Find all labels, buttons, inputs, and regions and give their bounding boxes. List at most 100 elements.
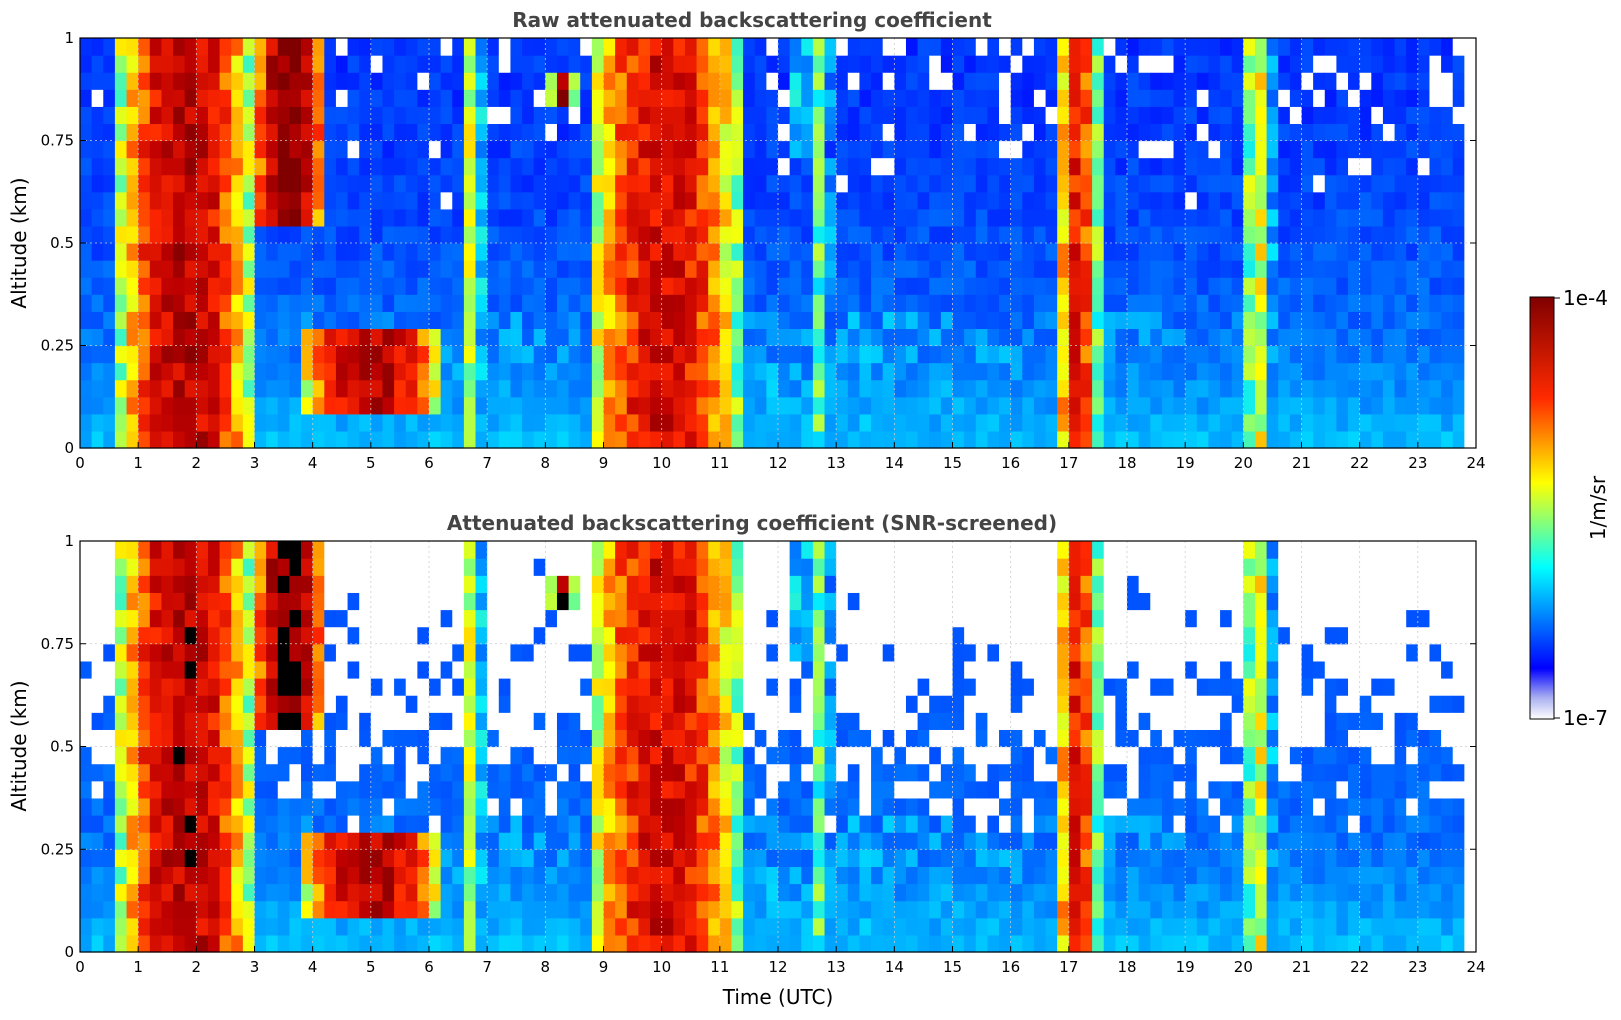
heatmap-cell bbox=[149, 413, 163, 432]
heatmap-cell bbox=[859, 55, 872, 73]
heatmap-cell bbox=[917, 746, 930, 765]
heatmap-cell bbox=[382, 780, 395, 799]
heatmap-cell bbox=[580, 575, 593, 593]
heatmap-cell bbox=[1068, 362, 1082, 381]
heatmap-cell bbox=[1022, 106, 1035, 125]
heatmap-cell bbox=[940, 208, 954, 227]
heatmap-cell bbox=[1417, 89, 1431, 107]
heatmap-cell bbox=[207, 746, 221, 765]
heatmap-cell bbox=[1022, 294, 1035, 312]
heatmap-cell bbox=[1371, 260, 1384, 278]
heatmap-cell bbox=[1324, 140, 1337, 159]
heatmap-cell bbox=[650, 832, 663, 850]
heatmap-cell bbox=[719, 609, 733, 628]
heatmap-cell bbox=[1196, 174, 1210, 193]
heatmap-cell bbox=[1092, 208, 1105, 227]
heatmap-cell bbox=[1371, 430, 1384, 449]
heatmap-cell bbox=[1278, 225, 1291, 244]
heatmap-cell bbox=[91, 345, 104, 364]
heatmap-cell bbox=[1092, 379, 1105, 398]
heatmap-cell bbox=[975, 797, 988, 816]
heatmap-cell bbox=[696, 797, 709, 816]
heatmap-cell bbox=[126, 123, 139, 142]
heatmap-cell bbox=[277, 934, 290, 953]
heatmap-cell bbox=[975, 626, 988, 645]
heatmap-cell bbox=[591, 626, 605, 645]
heatmap-cell bbox=[347, 396, 360, 415]
heatmap-cell bbox=[173, 832, 186, 850]
heatmap-cell bbox=[731, 849, 744, 867]
heatmap-cell bbox=[615, 815, 628, 833]
heatmap-cell bbox=[743, 430, 756, 449]
heatmap-cell bbox=[905, 849, 919, 867]
heatmap-cell bbox=[487, 174, 500, 193]
heatmap-cell bbox=[126, 866, 139, 885]
heatmap-cell bbox=[964, 345, 977, 364]
heatmap-cell bbox=[475, 815, 488, 833]
heatmap-cell bbox=[859, 917, 872, 936]
heatmap-cell bbox=[1336, 225, 1349, 244]
heatmap-cell bbox=[533, 900, 546, 919]
heatmap-cell bbox=[487, 208, 500, 227]
heatmap-cell bbox=[440, 311, 453, 330]
heatmap-cell bbox=[394, 123, 407, 142]
heatmap-cell bbox=[138, 592, 151, 611]
heatmap-cell bbox=[1103, 328, 1116, 347]
heatmap-cell bbox=[731, 89, 744, 107]
x-tick-label: 6 bbox=[424, 454, 434, 472]
heatmap-cell bbox=[1057, 260, 1070, 278]
heatmap-cell bbox=[417, 362, 430, 381]
heatmap-cell bbox=[114, 746, 128, 765]
heatmap-cell bbox=[650, 243, 663, 261]
heatmap-cell bbox=[626, 106, 639, 125]
heatmap-cell bbox=[359, 140, 372, 159]
heatmap-cell bbox=[289, 106, 302, 125]
heatmap-cell bbox=[1429, 294, 1442, 312]
heatmap-cell bbox=[1313, 191, 1326, 210]
heatmap-cell bbox=[1103, 191, 1116, 210]
heatmap-cell bbox=[463, 123, 477, 142]
heatmap-cell bbox=[173, 157, 186, 176]
heatmap-cell bbox=[184, 678, 197, 696]
heatmap-cell bbox=[1324, 277, 1337, 295]
heatmap-cell bbox=[801, 849, 814, 867]
heatmap-cell bbox=[103, 260, 116, 278]
heatmap-cell bbox=[1033, 626, 1047, 645]
heatmap-cell bbox=[1010, 609, 1023, 628]
heatmap-cell bbox=[429, 208, 442, 227]
heatmap-cell bbox=[871, 379, 884, 398]
heatmap-cell bbox=[219, 780, 232, 799]
heatmap-cell bbox=[394, 883, 407, 902]
heatmap-cell bbox=[696, 413, 709, 432]
heatmap-cell bbox=[80, 140, 93, 159]
heatmap-cell bbox=[1208, 345, 1221, 364]
heatmap-cell bbox=[1150, 140, 1163, 159]
heatmap-cell bbox=[463, 934, 477, 953]
heatmap-cell bbox=[859, 140, 872, 159]
heatmap-cell bbox=[696, 89, 709, 107]
heatmap-cell bbox=[522, 413, 535, 432]
heatmap-cell bbox=[184, 362, 197, 381]
heatmap-cell bbox=[1464, 174, 1477, 193]
heatmap-cell bbox=[242, 345, 256, 364]
heatmap-cell bbox=[975, 558, 988, 576]
heatmap-cell bbox=[568, 934, 581, 953]
heatmap-cell bbox=[173, 541, 186, 559]
heatmap-cell bbox=[452, 917, 465, 936]
heatmap-cell bbox=[1208, 413, 1221, 432]
heatmap-cell bbox=[580, 729, 593, 748]
heatmap-cell bbox=[940, 883, 954, 902]
heatmap-cell bbox=[405, 609, 418, 628]
heatmap-cell bbox=[440, 729, 453, 748]
heatmap-cell bbox=[1161, 379, 1175, 398]
heatmap-cell bbox=[1208, 89, 1221, 107]
heatmap-cell bbox=[475, 917, 488, 936]
heatmap-cell bbox=[766, 277, 779, 295]
heatmap-cell bbox=[173, 89, 186, 107]
heatmap-cell bbox=[1289, 396, 1303, 415]
heatmap-cell bbox=[684, 123, 698, 142]
heatmap-cell bbox=[754, 917, 767, 936]
heatmap-cell bbox=[801, 72, 814, 90]
heatmap-cell bbox=[743, 626, 756, 645]
heatmap-cell bbox=[254, 379, 267, 398]
